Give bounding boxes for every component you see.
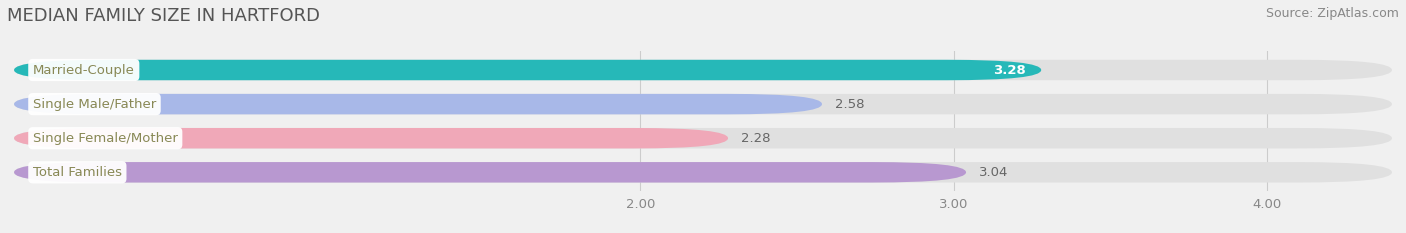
FancyBboxPatch shape bbox=[14, 94, 823, 114]
Text: Source: ZipAtlas.com: Source: ZipAtlas.com bbox=[1265, 7, 1399, 20]
FancyBboxPatch shape bbox=[14, 162, 966, 182]
FancyBboxPatch shape bbox=[14, 162, 1392, 182]
Text: 2.58: 2.58 bbox=[835, 98, 865, 111]
FancyBboxPatch shape bbox=[14, 94, 1392, 114]
FancyBboxPatch shape bbox=[14, 128, 728, 148]
FancyBboxPatch shape bbox=[14, 60, 1392, 80]
FancyBboxPatch shape bbox=[14, 128, 1392, 148]
Text: Single Female/Mother: Single Female/Mother bbox=[32, 132, 177, 145]
Text: Single Male/Father: Single Male/Father bbox=[32, 98, 156, 111]
Text: 3.04: 3.04 bbox=[979, 166, 1008, 179]
Text: 3.28: 3.28 bbox=[993, 64, 1025, 76]
FancyBboxPatch shape bbox=[14, 60, 1042, 80]
Text: Married-Couple: Married-Couple bbox=[32, 64, 135, 76]
Text: Total Families: Total Families bbox=[32, 166, 122, 179]
Text: 2.28: 2.28 bbox=[741, 132, 770, 145]
Text: MEDIAN FAMILY SIZE IN HARTFORD: MEDIAN FAMILY SIZE IN HARTFORD bbox=[7, 7, 321, 25]
